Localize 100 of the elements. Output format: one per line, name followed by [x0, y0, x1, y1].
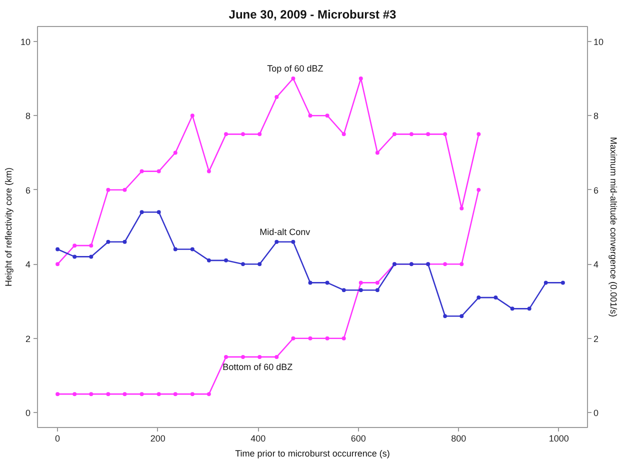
point: [274, 95, 279, 100]
point: [106, 240, 110, 244]
point: [291, 336, 296, 340]
point: [140, 210, 144, 214]
point: [89, 244, 94, 248]
point: [358, 76, 363, 80]
x-tick-label: 400: [250, 434, 266, 444]
point: [308, 114, 312, 118]
point: [510, 306, 514, 311]
point: [206, 258, 211, 262]
point: [443, 262, 448, 266]
point: [56, 392, 60, 396]
point: [224, 132, 228, 136]
point: [122, 240, 127, 244]
point: [173, 247, 178, 252]
point: [72, 392, 77, 396]
point: [89, 392, 94, 396]
point: [106, 188, 110, 192]
point: [156, 169, 161, 174]
point: [342, 132, 346, 136]
point: [308, 280, 312, 285]
point: [476, 188, 481, 192]
series-label: Mid-alt Conv: [260, 226, 311, 237]
point: [72, 244, 77, 248]
point: [358, 280, 363, 285]
x-tick-label: 0: [55, 434, 60, 444]
y2-tick-label: 2: [594, 334, 599, 344]
point: [56, 262, 60, 266]
chart-title: June 30, 2009 - Microburst #3: [228, 8, 397, 22]
point: [206, 169, 211, 174]
point: [274, 354, 279, 359]
point: [258, 262, 262, 266]
y-tick-label: 10: [20, 36, 31, 47]
point: [241, 262, 246, 266]
point: [274, 240, 279, 244]
y-tick-label: 0: [25, 408, 31, 418]
point: [56, 247, 60, 252]
y-tick-label: 8: [25, 111, 31, 122]
point: [156, 210, 161, 214]
point: [476, 132, 481, 136]
point: [224, 258, 228, 262]
y2-tick-label: 4: [594, 260, 599, 270]
point: [173, 392, 178, 396]
point: [443, 132, 448, 136]
point: [122, 392, 127, 396]
point: [358, 288, 363, 292]
y2-tick-label: 10: [594, 36, 604, 47]
point: [258, 354, 262, 359]
point: [325, 336, 330, 340]
point: [460, 314, 464, 318]
point: [291, 76, 296, 80]
point: [190, 247, 194, 252]
point: [140, 169, 144, 174]
point: [122, 188, 127, 192]
point: [560, 280, 565, 285]
point: [308, 336, 312, 340]
x-axis-title: Time prior to microburst occurrence (s): [235, 448, 390, 458]
point: [206, 392, 211, 396]
point: [342, 336, 346, 340]
point: [375, 150, 380, 155]
point: [410, 132, 414, 136]
y-tick-label: 2: [25, 334, 31, 344]
x-tick-label: 600: [350, 434, 366, 444]
point: [527, 306, 532, 311]
point: [494, 296, 498, 300]
point: [173, 150, 178, 155]
y2-axis-title: Maximum mid-altitude convergence (0.001/s): [608, 136, 619, 318]
x-tick-label: 800: [451, 434, 466, 444]
point: [392, 132, 396, 136]
point: [224, 354, 228, 359]
series-label: Bottom of 60 dBZ: [222, 362, 294, 372]
point: [375, 288, 380, 292]
y2-tick-label: 6: [594, 185, 599, 196]
x-tick-label: 200: [150, 434, 166, 444]
y2-tick-label: 8: [594, 111, 599, 122]
point: [258, 132, 262, 136]
point: [476, 296, 481, 300]
point: [460, 262, 464, 266]
point: [325, 280, 330, 285]
point: [241, 132, 246, 136]
point: [544, 280, 548, 285]
y-axis-title: Height of reflectivity core (km): [3, 167, 14, 287]
point: [190, 114, 194, 118]
point: [460, 206, 464, 210]
point: [89, 254, 94, 259]
x-tick-label: 1000: [548, 434, 569, 444]
point: [426, 132, 430, 136]
point: [190, 392, 194, 396]
y-tick-label: 6: [25, 185, 31, 196]
point: [375, 280, 380, 285]
point: [156, 392, 161, 396]
point: [106, 392, 110, 396]
point: [325, 114, 330, 118]
series-label: Top of 60 dBZ: [267, 63, 324, 74]
point: [443, 314, 448, 318]
point: [342, 288, 346, 292]
point: [140, 392, 144, 396]
y-tick-label: 4: [25, 260, 31, 270]
y2-tick-label: 0: [594, 408, 599, 418]
point: [241, 354, 246, 359]
